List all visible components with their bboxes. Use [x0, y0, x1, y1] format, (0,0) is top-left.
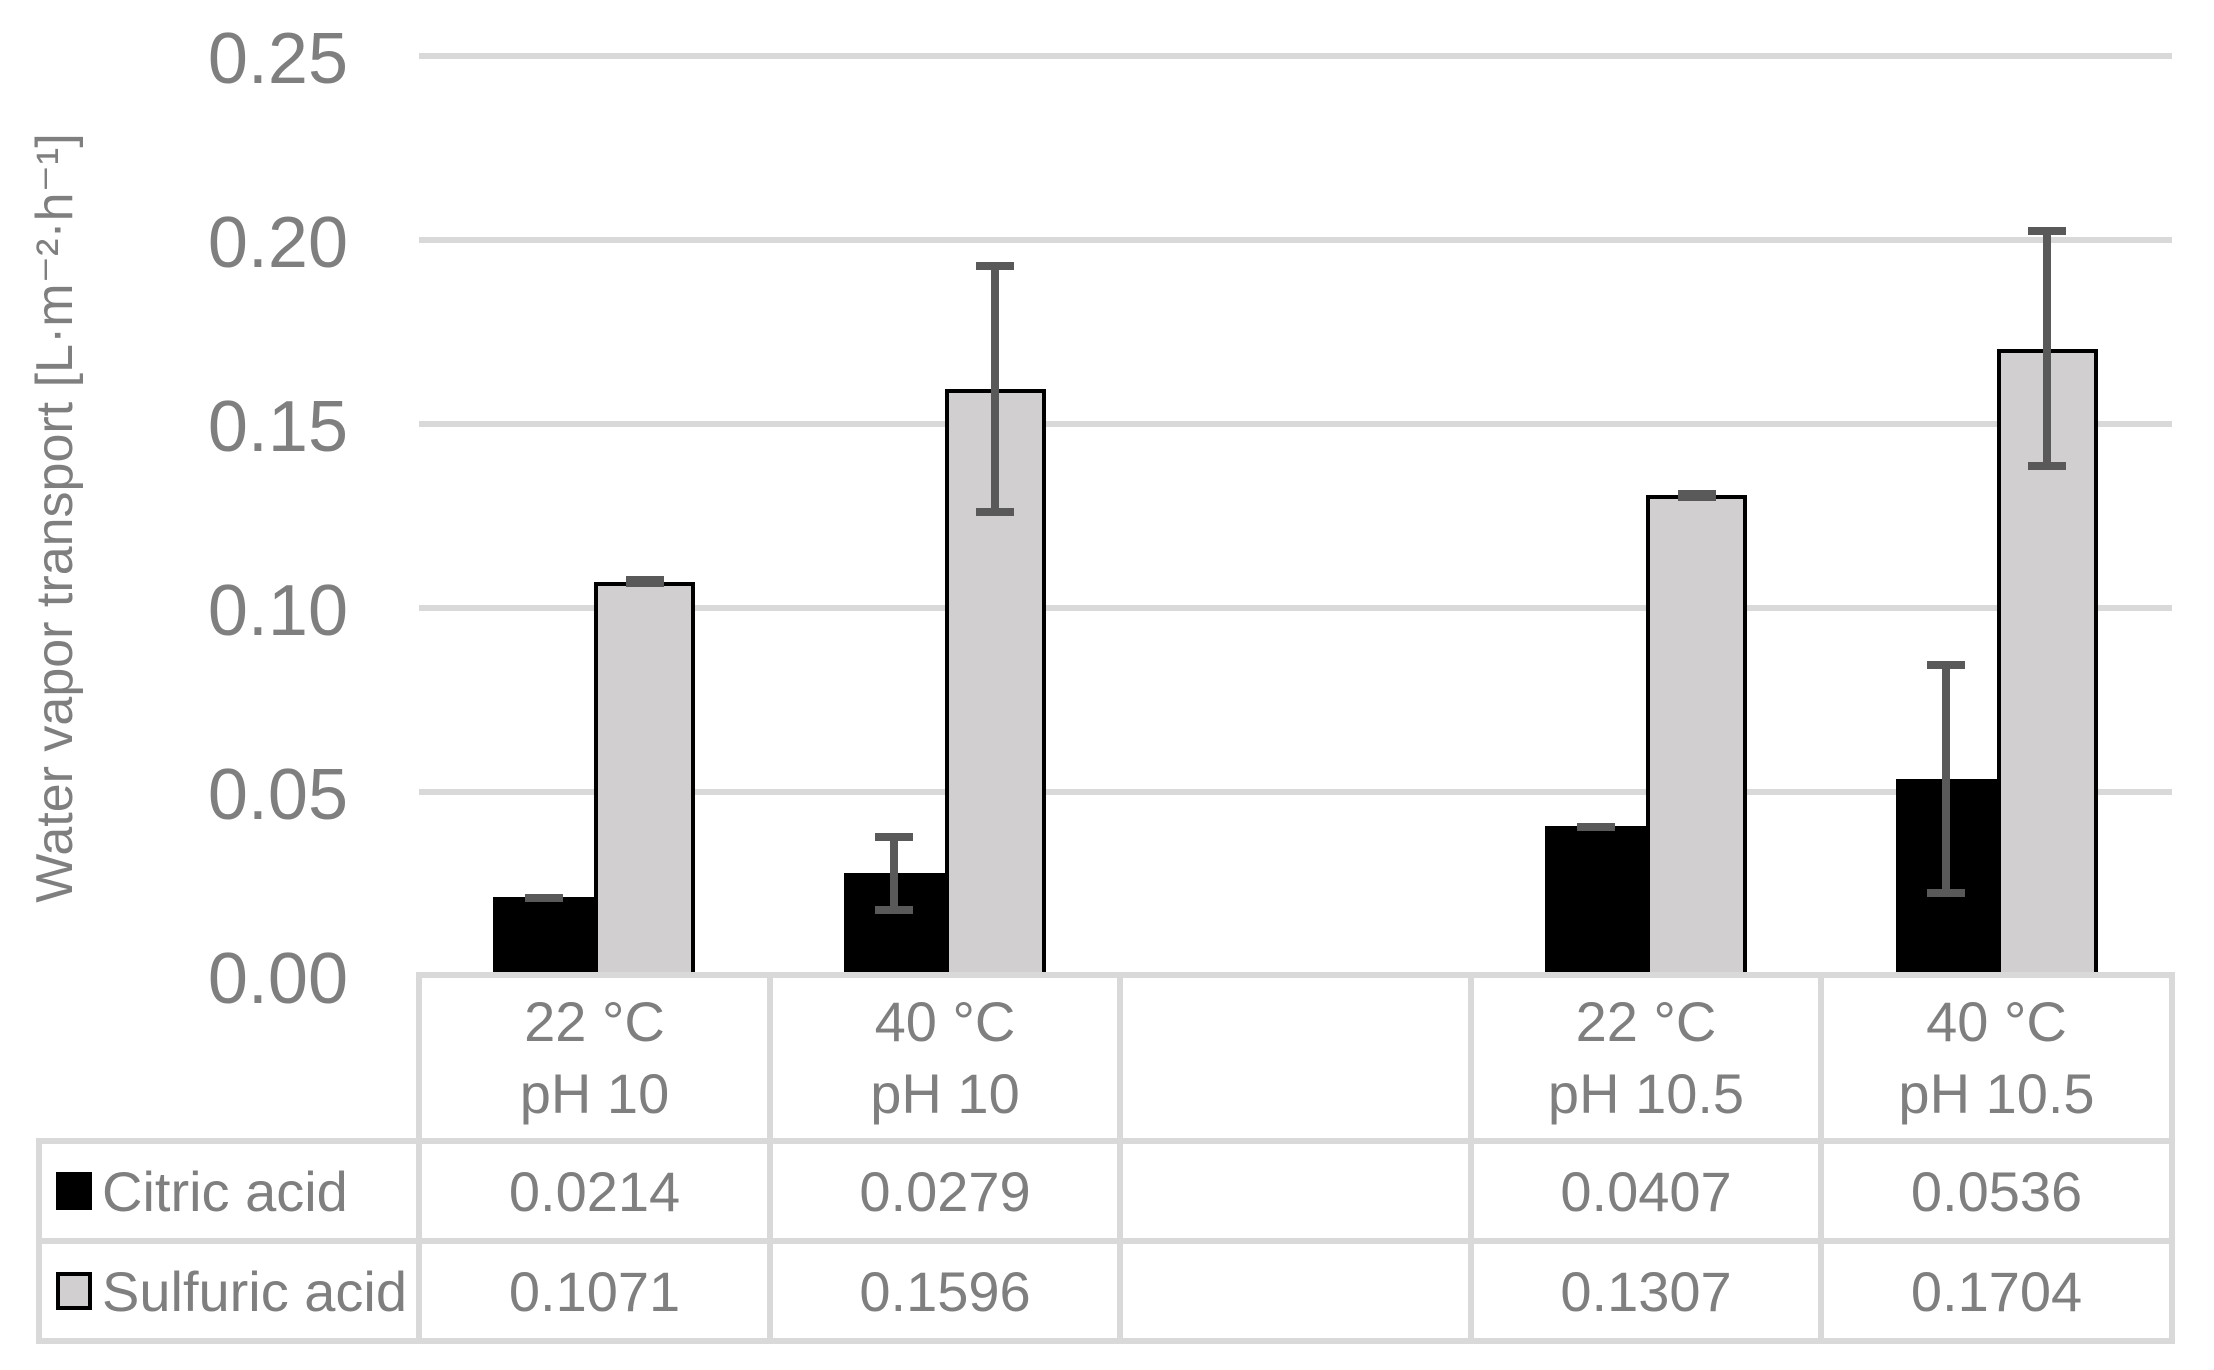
error-bar-whisker [1591, 822, 1600, 831]
table-value-cell: 0.1596 [767, 1238, 1123, 1344]
error-bar [976, 261, 1015, 516]
y-tick-label: 0.15 [207, 387, 348, 467]
table-header-line: pH 10 [519, 1062, 670, 1125]
bar-sulfuric-acid [1646, 495, 1748, 976]
legend-key-citric-acid [56, 1172, 92, 1210]
legend-key-sulfuric-acid [56, 1272, 92, 1310]
legend-cell-content: Sulfuric acid [45, 1259, 413, 1324]
table-header-cell: 22 °C pH 10 [416, 972, 773, 1144]
legend-cell-content: Citric acid [45, 1159, 413, 1224]
legend-cell: Citric acid [36, 1138, 422, 1244]
table-value-cell [1117, 1138, 1474, 1244]
table-header-line: 22 °C [1575, 990, 1717, 1053]
y-tick-label: 0.00 [207, 939, 348, 1019]
gridline [419, 53, 2172, 59]
table-header-line: 40 °C [874, 990, 1016, 1053]
table-header-cell: 22 °C pH 10.5 [1468, 972, 1824, 1144]
gridline [419, 605, 2172, 611]
error-bar-whisker [640, 576, 649, 588]
gridline [419, 421, 2172, 427]
bar-citric-acid [493, 897, 595, 976]
gridline [419, 237, 2172, 243]
error-bar [1677, 489, 1716, 501]
y-tick-label: 0.05 [207, 755, 348, 835]
table-value-cell [1117, 1238, 1474, 1344]
error-bar [2028, 227, 2067, 471]
table-header-line: pH 10.5 [1547, 1062, 1745, 1125]
table-header-cell: 40 °C pH 10 [767, 972, 1123, 1144]
error-bar-whisker [1942, 660, 1951, 897]
error-bar-whisker [539, 893, 548, 902]
table-header-line: 40 °C [1926, 990, 2067, 1053]
y-tick-label: 0.20 [207, 203, 348, 283]
table-header-line: pH 10.5 [1898, 1062, 2095, 1125]
table-value-cell: 0.0214 [416, 1138, 773, 1244]
error-bar-whisker [890, 832, 899, 914]
gridline [419, 789, 2172, 795]
legend-label: Citric acid [102, 1159, 348, 1223]
table-value-cell: 0.0279 [767, 1138, 1123, 1244]
legend-label: Sulfuric acid [102, 1259, 408, 1323]
plot-area [419, 53, 2172, 976]
table-value-cell: 0.1704 [1818, 1238, 2175, 1344]
table-header-cell [1117, 972, 1474, 1144]
error-bar-whisker [991, 261, 1000, 516]
error-bar [625, 576, 664, 588]
table-value-cell: 0.1307 [1468, 1238, 1824, 1344]
bar-sulfuric-acid [594, 581, 696, 976]
legend-cell: Sulfuric acid [36, 1238, 422, 1344]
error-bar-whisker [1692, 489, 1701, 501]
y-tick-label: 0.25 [207, 19, 348, 99]
y-tick-label: 0.10 [207, 571, 348, 651]
error-bar [1576, 822, 1615, 831]
table-header-row: 22 °C pH 10 40 °C pH 10 22 °C pH 10.5 40 °C pH … [39, 972, 2175, 1144]
table-value-cell: 0.0536 [1818, 1138, 2175, 1244]
table-row-citric-acid: Citric acid 0.0214 0.0279 0.0407 0.0536 [36, 1138, 2175, 1244]
error-bar-whisker [2043, 227, 2052, 471]
data-table: 22 °C pH 10 40 °C pH 10 22 °C pH 10.5 40 °C pH … [36, 972, 2175, 1344]
error-bar [875, 832, 914, 914]
y-axis-title: Water vapor transport [L·m⁻²·h⁻¹] [26, 133, 84, 903]
error-bar [524, 893, 563, 902]
bar-citric-acid [1545, 826, 1647, 976]
table-value-cell: 0.1071 [416, 1238, 773, 1344]
table-row-sulfuric-acid: Sulfuric acid 0.1071 0.1596 0.1307 0.1704 [36, 1238, 2175, 1344]
table-header-cell: 40 °C pH 10.5 [1818, 972, 2175, 1144]
table-corner-cell [39, 975, 419, 1141]
table-header-line: 22 °C [524, 990, 665, 1053]
table-header-line: pH 10 [870, 1062, 1020, 1125]
error-bar [1927, 660, 1966, 897]
table-value-cell: 0.0407 [1468, 1138, 1824, 1244]
